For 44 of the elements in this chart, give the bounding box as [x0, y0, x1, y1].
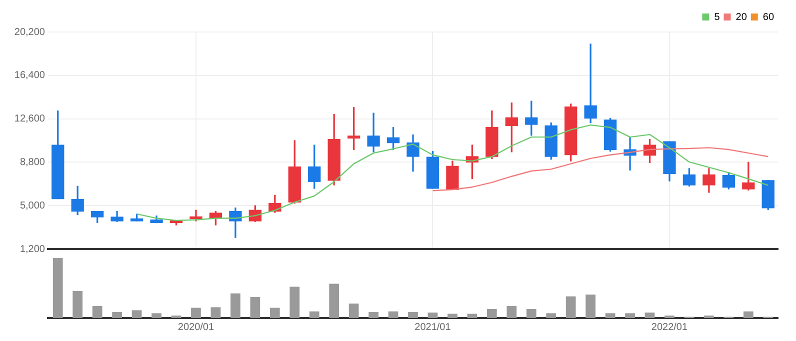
bar [625, 313, 635, 318]
x-tick-label: 2020/01 [178, 322, 214, 333]
bar [270, 308, 280, 318]
bar [546, 313, 556, 318]
bar [230, 293, 240, 318]
y-tick-label: 12,600 [14, 114, 46, 125]
bar [467, 314, 478, 318]
bar [388, 311, 398, 318]
y-tick-label: 16,400 [14, 70, 46, 82]
bar [152, 313, 162, 318]
legend-label: 5 [714, 12, 720, 23]
bar [408, 312, 418, 318]
bar [309, 311, 320, 318]
bar [644, 312, 655, 318]
bar [486, 309, 497, 318]
bar [743, 311, 754, 318]
legend-label: 20 [736, 12, 748, 23]
bar [132, 310, 142, 318]
bar [210, 307, 221, 318]
bar [566, 296, 576, 318]
candlestick [584, 44, 597, 124]
bar [52, 258, 63, 318]
y-tick-label: 5,000 [20, 200, 46, 212]
bar [348, 304, 359, 318]
y-tick-label: 20,200 [14, 26, 46, 38]
bar [290, 286, 300, 318]
bar [368, 312, 378, 318]
bar [448, 314, 458, 318]
bar [250, 297, 260, 318]
y-tick-label: 1,200 [20, 244, 46, 255]
bar [92, 306, 102, 318]
bar [605, 313, 616, 318]
x-tick-label: 2022/01 [651, 322, 688, 333]
bar [506, 306, 517, 318]
bar [586, 294, 596, 318]
bar [526, 309, 536, 318]
bar [72, 291, 83, 318]
bar [329, 284, 340, 318]
y-tick-label: 8,800 [20, 156, 46, 168]
bar [191, 308, 201, 318]
legend-label: 60 [762, 12, 774, 23]
bar [112, 312, 122, 318]
x-tick-label: 2021/01 [414, 322, 452, 333]
bar [428, 312, 438, 318]
